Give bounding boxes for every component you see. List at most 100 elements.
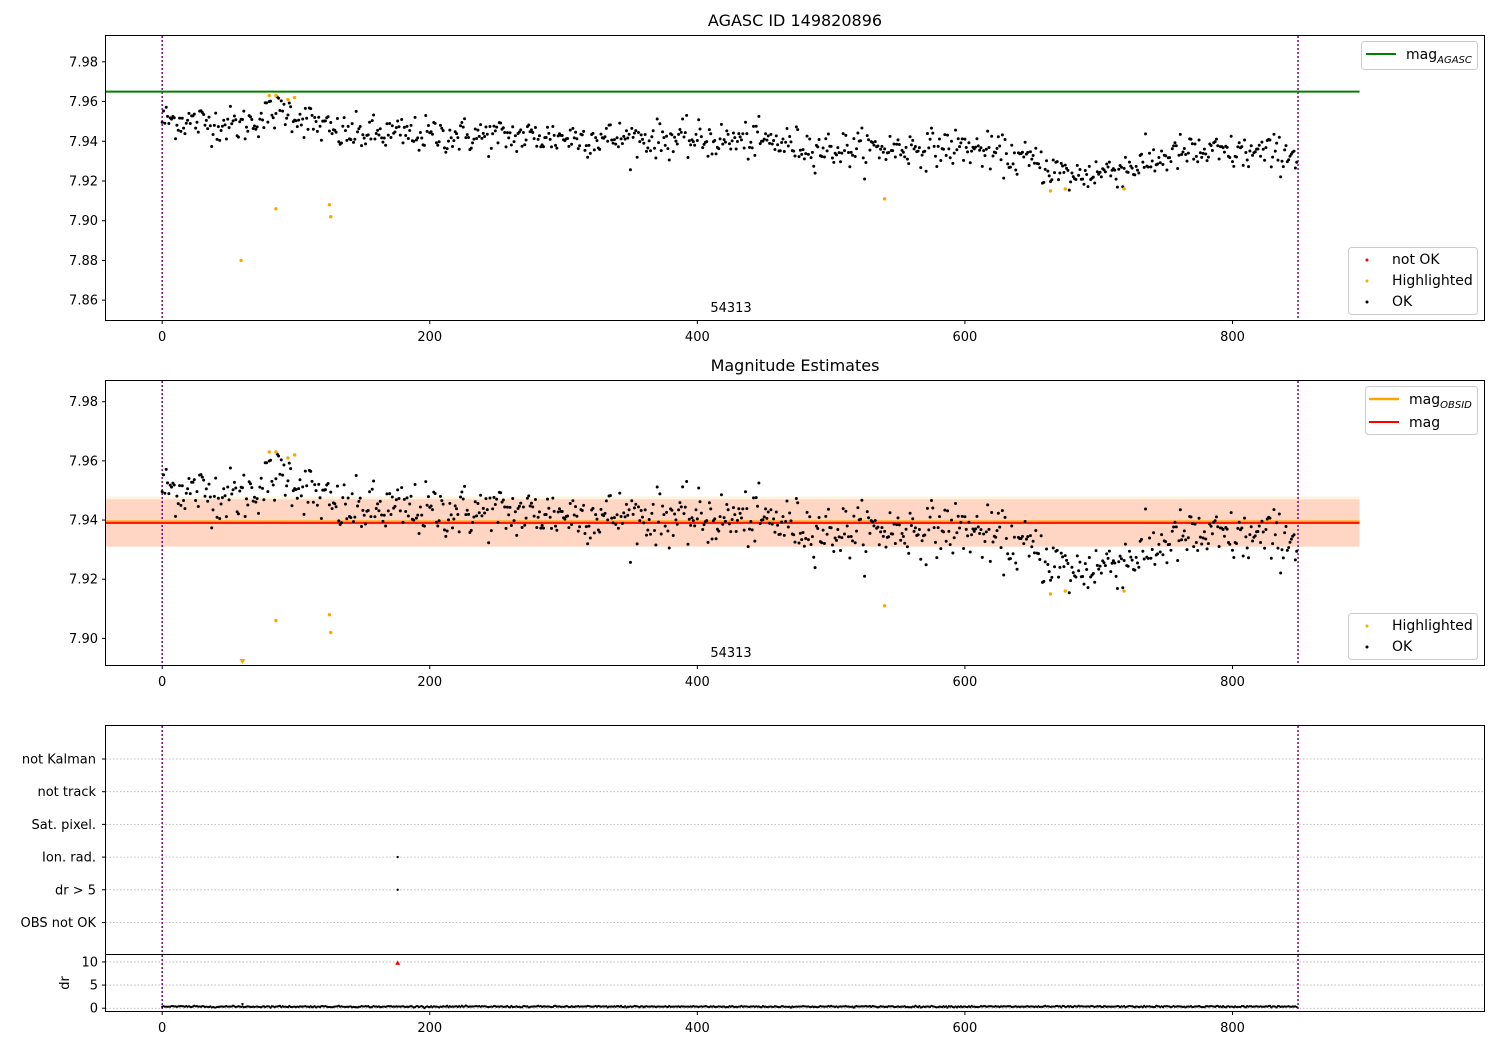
ok-point xyxy=(1253,534,1257,538)
ok-point xyxy=(238,489,242,493)
ok-point xyxy=(287,461,291,465)
highlighted-point xyxy=(329,215,333,219)
ok-point xyxy=(319,517,323,521)
ok-point xyxy=(234,118,238,122)
ok-point xyxy=(893,155,897,159)
ok-point xyxy=(164,467,168,471)
ok-point xyxy=(262,498,266,502)
ok-point xyxy=(467,512,471,516)
ok-point xyxy=(524,516,528,520)
highlighted-point xyxy=(267,93,271,98)
ok-point xyxy=(306,500,310,504)
ok-point xyxy=(939,547,943,551)
ok-point xyxy=(409,123,413,127)
ok-point xyxy=(1245,158,1249,162)
ok-point xyxy=(624,502,628,506)
ok-point xyxy=(748,145,752,149)
ok-point xyxy=(370,487,374,491)
ok-point xyxy=(1074,575,1078,579)
ok-point xyxy=(809,542,813,546)
ok-point xyxy=(1234,542,1238,546)
ok-point xyxy=(746,157,750,161)
ok-point xyxy=(350,122,354,126)
ok-point xyxy=(788,511,792,515)
ok-point xyxy=(329,490,333,494)
ok-point xyxy=(840,151,844,155)
ok-point xyxy=(366,133,370,137)
ok-point xyxy=(701,527,705,531)
ok-point xyxy=(1281,556,1285,560)
ok-point xyxy=(800,538,804,542)
ok-point xyxy=(884,545,888,549)
ok-point xyxy=(726,508,730,512)
ok-point xyxy=(667,546,671,550)
ok-point xyxy=(958,145,962,149)
ok-point xyxy=(986,503,990,507)
ok-point xyxy=(843,532,847,536)
ok-point xyxy=(673,135,677,139)
ok-point xyxy=(865,134,869,138)
ok-point xyxy=(1240,145,1244,149)
ok-point xyxy=(1069,180,1073,184)
ok-point xyxy=(782,533,786,537)
ok-point xyxy=(244,125,248,129)
ok-point xyxy=(994,535,998,539)
x-tick-label: 400 xyxy=(685,675,710,690)
ok-point xyxy=(364,142,368,146)
ok-point xyxy=(1253,150,1257,154)
ok-point xyxy=(1216,525,1220,529)
ok-point xyxy=(378,499,382,503)
ok-point xyxy=(547,131,551,135)
ok-point xyxy=(203,123,207,127)
ok-point xyxy=(743,120,747,124)
ok-point xyxy=(567,144,571,148)
ok-point xyxy=(313,483,317,487)
ok-point xyxy=(550,526,554,530)
ok-point xyxy=(1189,515,1193,519)
ok-point xyxy=(618,491,622,495)
ok-point xyxy=(1204,537,1208,541)
ok-point xyxy=(507,136,511,140)
ok-point xyxy=(207,115,211,119)
ok-point xyxy=(655,117,659,121)
ok-point xyxy=(583,532,587,536)
ok-point xyxy=(891,149,895,153)
ok-point xyxy=(1020,534,1024,538)
ok-point xyxy=(745,132,749,136)
y-tick-label: 7.92 xyxy=(69,573,98,588)
ok-point xyxy=(624,129,628,133)
ok-point xyxy=(551,125,555,129)
ok-point xyxy=(848,165,852,169)
ok-point xyxy=(384,143,388,147)
dr-point xyxy=(446,1004,449,1007)
ok-point xyxy=(343,129,347,133)
ok-point xyxy=(591,506,595,510)
ok-point xyxy=(615,136,619,140)
ok-point xyxy=(164,105,168,109)
ok-point xyxy=(513,134,517,138)
ok-point xyxy=(1174,144,1178,148)
ok-point xyxy=(1209,524,1213,528)
ok-point xyxy=(863,177,867,181)
ok-point xyxy=(174,137,178,141)
ok-point xyxy=(1058,565,1062,569)
ok-point xyxy=(876,144,880,148)
ok-point xyxy=(717,529,721,533)
ok-point xyxy=(537,134,541,138)
ok-point xyxy=(647,518,651,522)
ok-point xyxy=(1247,556,1251,560)
ok-point xyxy=(643,508,647,512)
ok-point xyxy=(844,509,848,513)
ok-point xyxy=(631,512,635,516)
ok-point xyxy=(829,144,833,148)
ok-point xyxy=(594,136,598,140)
ok-point xyxy=(1276,546,1280,550)
ok-point xyxy=(475,136,479,140)
highlighted-point xyxy=(1048,189,1053,193)
ok-point xyxy=(457,530,461,534)
ok-point xyxy=(445,147,449,151)
ok-point xyxy=(374,506,378,510)
ok-point xyxy=(690,516,694,520)
ok-point xyxy=(880,526,884,530)
ok-point xyxy=(1126,564,1130,568)
